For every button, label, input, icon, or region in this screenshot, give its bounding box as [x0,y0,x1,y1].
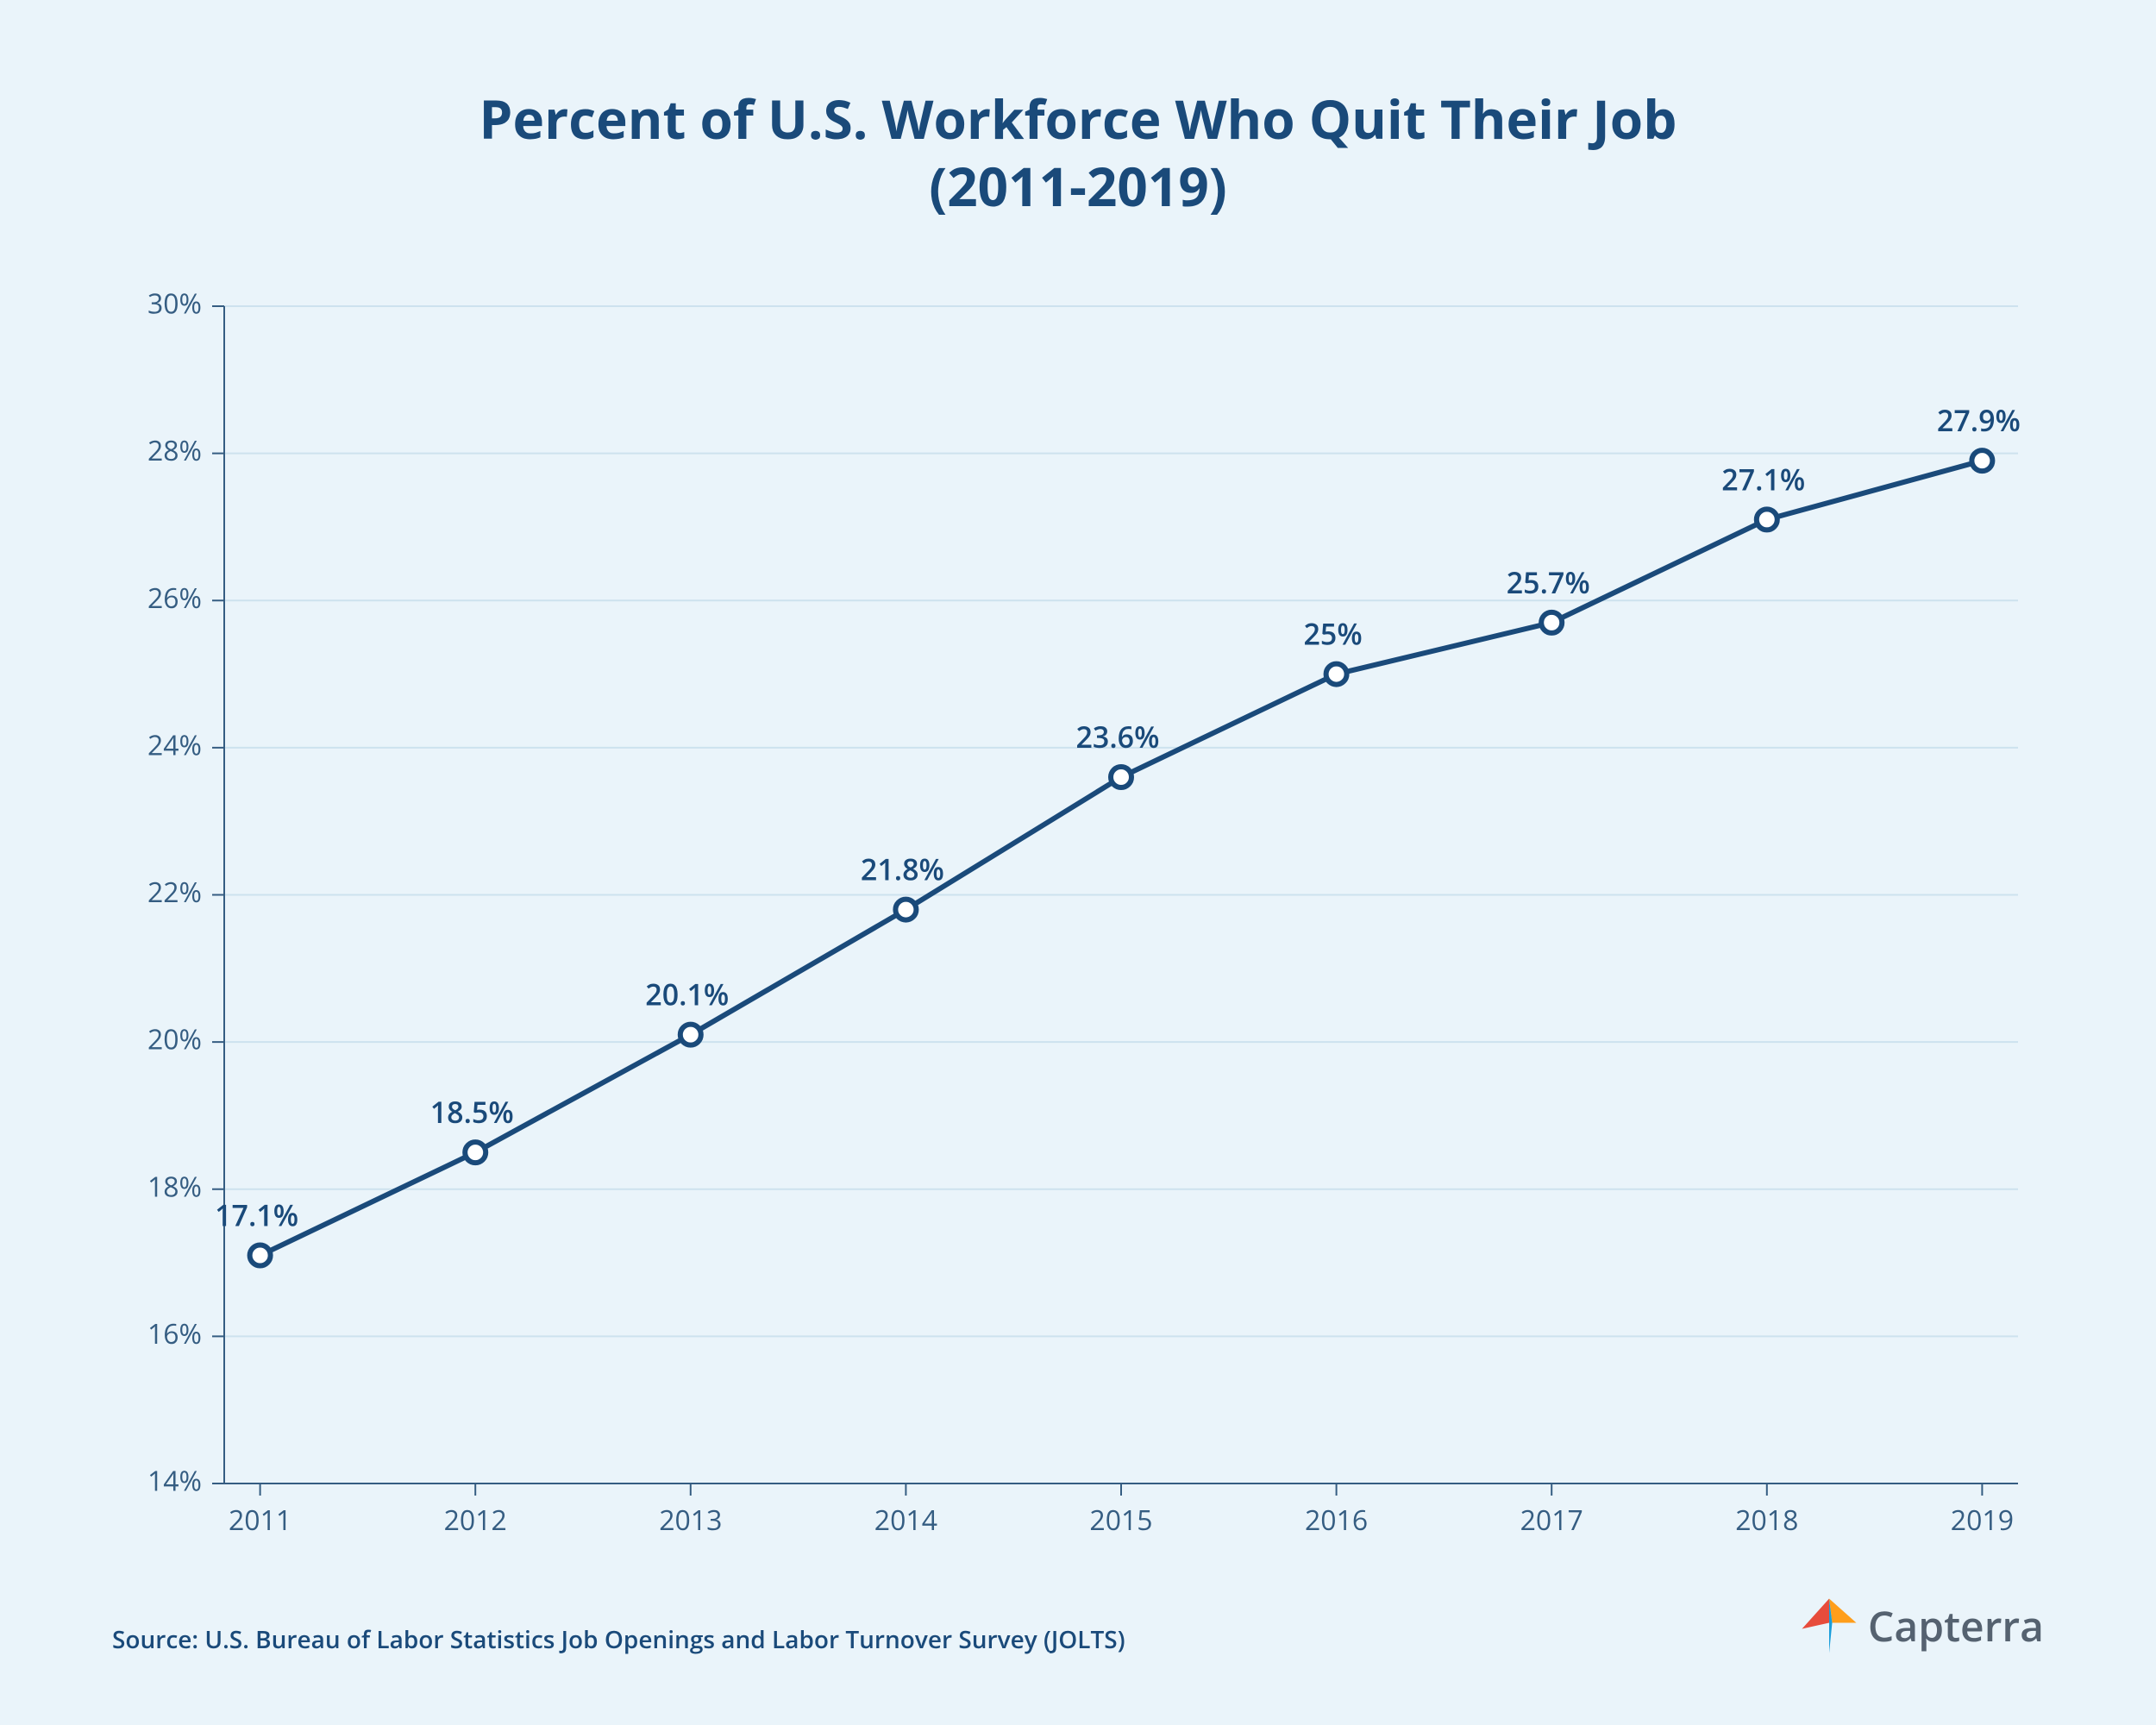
capterra-logo-icon [1799,1596,1859,1656]
svg-text:16%: 16% [147,1315,202,1352]
svg-text:22%: 22% [147,874,202,911]
svg-text:27.1%: 27.1% [1721,459,1805,499]
source-text: Source: U.S. Bureau of Labor Statistics … [112,1623,1125,1656]
svg-text:25.7%: 25.7% [1507,562,1590,602]
svg-text:2013: 2013 [659,1502,722,1539]
svg-text:14%: 14% [147,1463,202,1500]
svg-text:17.1%: 17.1% [215,1195,298,1235]
svg-text:18.5%: 18.5% [430,1092,514,1132]
capterra-logo-text: Capterra [1868,1598,2044,1654]
svg-text:21.8%: 21.8% [861,850,944,889]
title-line1: Percent of U.S. Workforce Who Quit Their… [479,83,1677,155]
chart-area: 14% 16% 18% 20% 22% 24% 26% 28% 30% 2011 2012 2013 2… [103,272,2053,1561]
svg-text:2016: 2016 [1305,1502,1368,1539]
capterra-logo: Capterra [1799,1596,2044,1656]
svg-text:26%: 26% [147,580,202,617]
svg-text:20.1%: 20.1% [645,975,729,1014]
svg-text:2017: 2017 [1520,1502,1583,1539]
svg-text:25%: 25% [1303,614,1362,654]
svg-text:18%: 18% [147,1168,202,1205]
svg-text:28%: 28% [147,432,202,469]
svg-text:2011: 2011 [229,1502,291,1539]
footer: Source: U.S. Bureau of Labor Statistics … [103,1596,2053,1656]
svg-text:20%: 20% [147,1021,202,1058]
line-chart: 14% 16% 18% 20% 22% 24% 26% 28% 30% 2011 2012 2013 2… [103,272,2053,1561]
svg-text:2018: 2018 [1735,1502,1798,1539]
svg-text:2014: 2014 [874,1502,937,1539]
title-line2: (2011-2019) [929,150,1227,223]
svg-text:23.6%: 23.6% [1075,717,1159,756]
svg-text:2015: 2015 [1089,1502,1152,1539]
chart-title: Percent of U.S. Workforce Who Quit Their… [103,86,2053,220]
svg-text:27.9%: 27.9% [1937,400,2021,440]
svg-text:24%: 24% [147,726,202,763]
svg-text:2019: 2019 [1951,1502,2014,1539]
svg-text:2012: 2012 [444,1502,507,1539]
svg-text:30%: 30% [147,285,202,323]
